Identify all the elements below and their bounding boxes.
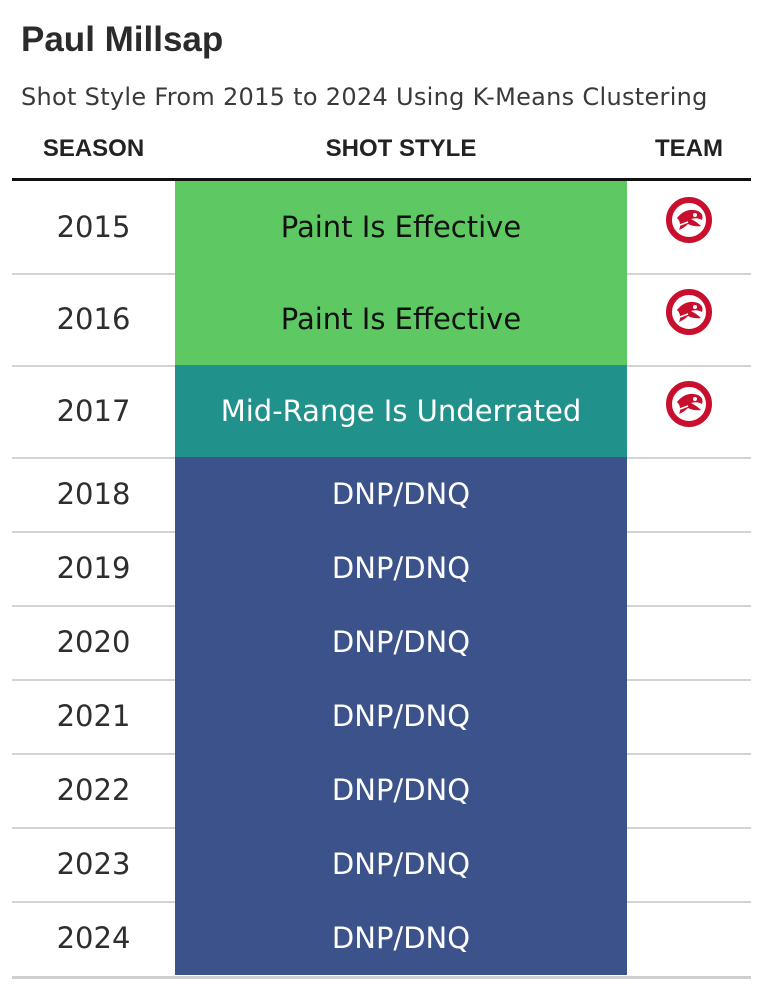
team-cell — [627, 827, 751, 901]
season-cell: 2021 — [56, 699, 131, 733]
season-cell: 2017 — [56, 394, 131, 428]
hawks-logo-icon — [666, 381, 712, 427]
table-row: 2022 DNP/DNQ — [12, 753, 751, 827]
table-row: 2016 Paint Is Effective — [12, 273, 751, 365]
season-cell: 2024 — [56, 921, 131, 955]
hawks-logo-icon — [666, 289, 712, 335]
table-row: 2024 DNP/DNQ — [12, 901, 751, 975]
shot-style-cell: DNP/DNQ — [175, 605, 627, 679]
shot-style-cell: DNP/DNQ — [175, 827, 627, 901]
team-cell — [627, 365, 751, 457]
team-cell — [627, 531, 751, 605]
team-cell — [627, 605, 751, 679]
team-cell — [627, 273, 751, 365]
shot-style-cell: Paint Is Effective — [175, 181, 627, 273]
table-row: 2019 DNP/DNQ — [12, 531, 751, 605]
season-cell: 2022 — [56, 773, 131, 807]
table-row: 2021 DNP/DNQ — [12, 679, 751, 753]
shot-style-cell: DNP/DNQ — [175, 753, 627, 827]
team-cell — [627, 457, 751, 531]
column-header-shot-style: SHOT STYLE — [325, 135, 477, 162]
team-cell — [627, 901, 751, 975]
hawks-logo-icon — [666, 197, 712, 243]
season-cell: 2023 — [56, 847, 131, 881]
table-row: 2023 DNP/DNQ — [12, 827, 751, 901]
header-rule — [12, 178, 751, 181]
shot-style-cell: Mid-Range Is Underrated — [175, 365, 627, 457]
season-cell: 2019 — [56, 551, 131, 585]
season-cell: 2018 — [56, 477, 131, 511]
shot-style-cell: DNP/DNQ — [175, 679, 627, 753]
chart-subtitle: Shot Style From 2015 to 2024 Using K-Mea… — [21, 83, 708, 111]
season-cell: 2020 — [56, 625, 131, 659]
column-header-season: SEASON — [42, 135, 145, 162]
season-cell: 2015 — [56, 210, 131, 244]
table-row: 2018 DNP/DNQ — [12, 457, 751, 531]
table-row: 2017 Mid-Range Is Underrated — [12, 365, 751, 457]
table-bottom-rule — [12, 976, 751, 979]
table-row: 2015 Paint Is Effective — [12, 181, 751, 273]
team-cell — [627, 181, 751, 273]
shot-style-cell: Paint Is Effective — [175, 273, 627, 365]
team-cell — [627, 679, 751, 753]
chart-title: Paul Millsap — [21, 20, 224, 59]
shot-style-cell: DNP/DNQ — [175, 901, 627, 975]
column-header-team: TEAM — [655, 135, 723, 162]
shot-style-cell: DNP/DNQ — [175, 457, 627, 531]
team-cell — [627, 753, 751, 827]
season-cell: 2016 — [56, 302, 131, 336]
shot-style-cell: DNP/DNQ — [175, 531, 627, 605]
table-row: 2020 DNP/DNQ — [12, 605, 751, 679]
